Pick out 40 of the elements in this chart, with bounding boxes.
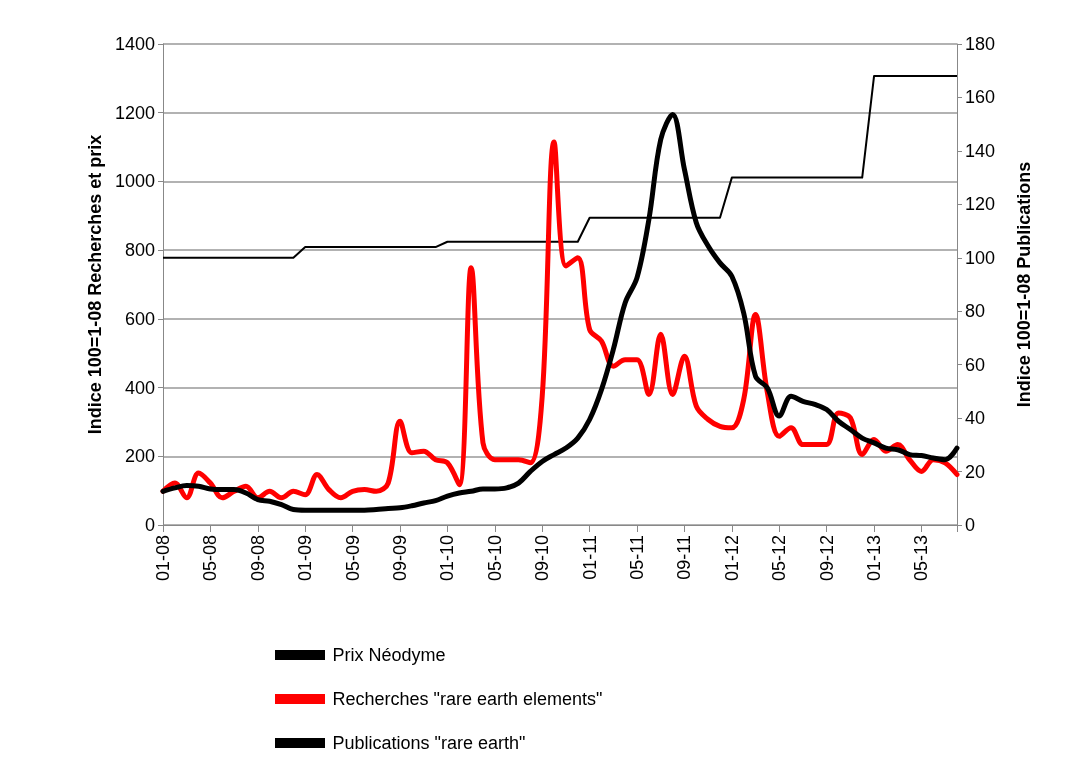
y-tick-label: 1200 [114, 102, 155, 123]
y-tick-label: 1400 [114, 34, 155, 54]
y2-tick-label: 160 [965, 87, 996, 108]
y2-tick-label: 40 [965, 408, 986, 429]
x-tick-label: 09-08 [247, 535, 268, 582]
y-axis-title: Indice 100=1-08 Recherches et prix [85, 134, 106, 435]
y-tick-label: 200 [124, 446, 155, 467]
y-tick-label: 400 [124, 377, 155, 398]
x-tick-label: 05-13 [911, 535, 932, 582]
x-tick-label: 05-11 [627, 535, 648, 580]
y-tick-label: 800 [124, 240, 155, 261]
y2-tick-label: 180 [965, 34, 996, 54]
x-tick-label: 01-11 [579, 535, 600, 580]
y2-tick-label: 120 [965, 194, 996, 215]
x-tick-label: 09-11 [674, 535, 695, 580]
x-tick-label: 05-10 [484, 535, 505, 582]
y2-tick-label: 100 [965, 247, 996, 268]
x-tick-label: 09-09 [390, 535, 411, 582]
legend-label: Publications "rare earth" [332, 733, 526, 753]
legend-label: Recherches "rare earth elements" [332, 689, 603, 709]
x-tick-label: 01-09 [295, 535, 316, 582]
x-tick-label: 05-09 [342, 535, 363, 582]
y2-axis-title: Indice 100=1-08 Publications [1014, 161, 1034, 408]
legend-label: Prix Néodyme [332, 645, 446, 665]
y-tick-label: 0 [144, 515, 155, 535]
x-tick-label: 09-10 [532, 535, 553, 582]
y2-tick-label: 60 [965, 354, 986, 375]
x-tick-label: 01-13 [864, 535, 885, 582]
x-tick-label: 05-12 [769, 535, 790, 582]
x-tick-label: 01-12 [721, 535, 742, 582]
y-tick-label: 1000 [114, 171, 155, 192]
y2-tick-label: 80 [965, 301, 986, 322]
y-tick-label: 600 [124, 308, 155, 329]
y2-tick-label: 20 [965, 461, 986, 482]
x-tick-label: 01-08 [153, 535, 173, 582]
x-tick-label: 09-12 [816, 535, 837, 582]
y2-tick-label: 0 [965, 515, 976, 535]
y2-tick-label: 140 [965, 140, 996, 161]
x-tick-label: 01-10 [437, 535, 458, 582]
x-tick-label: 05-08 [200, 535, 221, 582]
